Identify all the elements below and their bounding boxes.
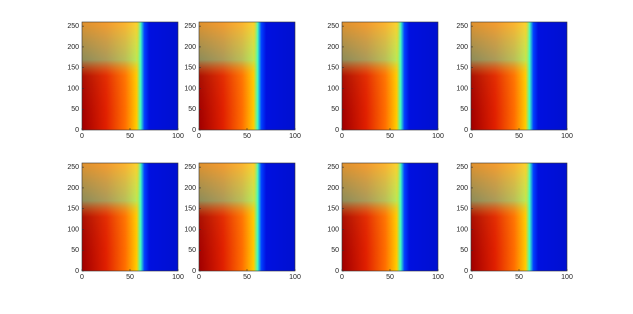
y-tick-label: 0 <box>192 127 196 134</box>
x-tick-label: 0 <box>80 274 84 281</box>
x-tick-label: 100 <box>432 133 444 140</box>
y-tick-label: 250 <box>456 23 468 30</box>
heatmap-overlay <box>342 163 438 271</box>
heatmap-overlay <box>199 22 295 130</box>
x-tick-label: 100 <box>289 274 301 281</box>
y-tick-label: 50 <box>188 106 196 113</box>
x-tick-label: 50 <box>243 274 251 281</box>
x-tick-label: 100 <box>172 133 184 140</box>
y-tick-label: 0 <box>335 268 339 275</box>
x-tick-label: 100 <box>432 274 444 281</box>
heatmap-overlay <box>342 22 438 130</box>
y-tick-label: 50 <box>460 247 468 254</box>
y-tick-label: 50 <box>460 106 468 113</box>
y-tick-label: 0 <box>75 127 79 134</box>
y-tick-label: 150 <box>456 65 468 72</box>
heatmap-overlay <box>199 163 295 271</box>
y-tick-label: 250 <box>327 23 339 30</box>
heatmap-overlay <box>82 22 178 130</box>
y-tick-label: 200 <box>184 44 196 51</box>
y-tick-label: 200 <box>184 185 196 192</box>
y-tick-label: 100 <box>184 85 196 92</box>
x-tick-label: 50 <box>515 274 523 281</box>
y-tick-label: 50 <box>71 247 79 254</box>
y-tick-label: 0 <box>75 268 79 275</box>
y-tick-label: 100 <box>67 226 79 233</box>
y-tick-label: 200 <box>456 185 468 192</box>
y-tick-label: 100 <box>327 85 339 92</box>
y-tick-label: 200 <box>456 44 468 51</box>
x-tick-label: 50 <box>126 133 134 140</box>
y-tick-label: 50 <box>331 106 339 113</box>
y-tick-label: 100 <box>456 85 468 92</box>
y-tick-label: 200 <box>327 185 339 192</box>
y-tick-label: 100 <box>67 85 79 92</box>
panel: 0 50 100 0 50 100 150 200 250 <box>184 21 301 140</box>
panel: 0 50 100 0 50 100 150 200 250 <box>327 21 444 140</box>
y-tick-label: 150 <box>327 206 339 213</box>
x-tick-label: 100 <box>561 274 573 281</box>
x-tick-label: 0 <box>469 274 473 281</box>
x-tick-label: 0 <box>80 133 84 140</box>
y-tick-label: 100 <box>184 226 196 233</box>
y-tick-label: 0 <box>335 127 339 134</box>
y-tick-label: 200 <box>327 44 339 51</box>
panel: 0 50 100 0 50 100 150 200 250 <box>456 21 573 140</box>
x-tick-label: 0 <box>197 133 201 140</box>
y-tick-label: 150 <box>184 65 196 72</box>
y-tick-label: 250 <box>327 164 339 171</box>
x-tick-label: 100 <box>289 133 301 140</box>
y-tick-label: 200 <box>67 185 79 192</box>
y-tick-label: 150 <box>67 206 79 213</box>
x-tick-label: 0 <box>340 274 344 281</box>
heatmap-overlay <box>471 22 567 130</box>
y-tick-label: 250 <box>184 164 196 171</box>
x-tick-label: 100 <box>172 274 184 281</box>
x-tick-label: 50 <box>515 133 523 140</box>
y-tick-label: 150 <box>67 65 79 72</box>
x-tick-label: 100 <box>561 133 573 140</box>
heatmap-overlay <box>82 163 178 271</box>
panel: 0 50 100 0 50 100 150 200 250 <box>184 162 301 281</box>
y-tick-label: 50 <box>71 106 79 113</box>
x-tick-label: 50 <box>243 133 251 140</box>
y-tick-label: 250 <box>67 164 79 171</box>
panel: 0 50 100 0 50 100 150 200 250 <box>67 21 184 140</box>
y-tick-label: 200 <box>67 44 79 51</box>
y-tick-label: 50 <box>188 247 196 254</box>
y-tick-label: 0 <box>192 268 196 275</box>
x-tick-label: 0 <box>340 133 344 140</box>
y-tick-label: 0 <box>464 127 468 134</box>
panel: 0 50 100 0 50 100 150 200 250 <box>327 162 444 281</box>
y-tick-label: 100 <box>456 226 468 233</box>
x-tick-label: 50 <box>386 133 394 140</box>
y-tick-label: 250 <box>184 23 196 30</box>
x-tick-label: 0 <box>197 274 201 281</box>
x-tick-label: 0 <box>469 133 473 140</box>
y-tick-label: 250 <box>456 164 468 171</box>
y-tick-label: 100 <box>327 226 339 233</box>
x-tick-label: 50 <box>386 274 394 281</box>
panel: 0 50 100 0 50 100 150 200 250 <box>456 162 573 281</box>
x-tick-label: 50 <box>126 274 134 281</box>
y-tick-label: 150 <box>184 206 196 213</box>
heatmap-overlay <box>471 163 567 271</box>
y-tick-label: 0 <box>464 268 468 275</box>
y-tick-label: 50 <box>331 247 339 254</box>
y-tick-label: 150 <box>327 65 339 72</box>
y-tick-label: 150 <box>456 206 468 213</box>
panel: 0 50 100 0 50 100 150 200 250 <box>67 162 184 281</box>
y-tick-label: 250 <box>67 23 79 30</box>
